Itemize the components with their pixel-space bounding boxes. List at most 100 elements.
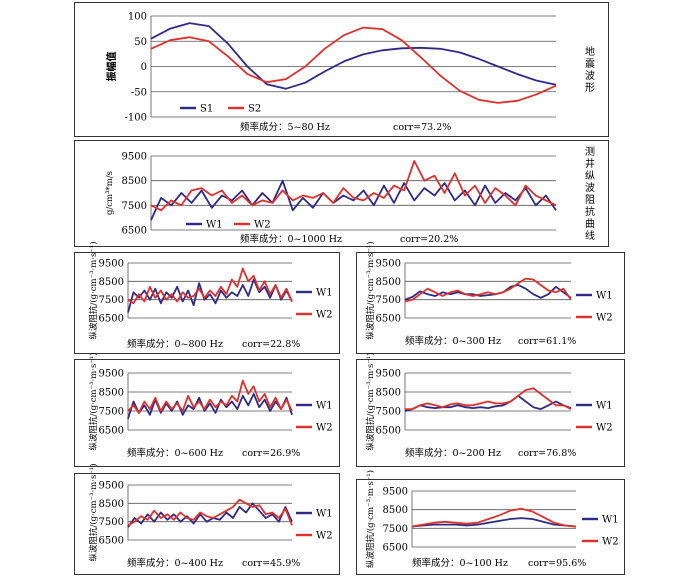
y-axis-label: g/cm³*m/s xyxy=(105,171,115,215)
caption-corr: corr=22.8% xyxy=(242,339,300,350)
caption-frequency: 频率成分：0~600 Hz xyxy=(127,447,223,459)
y-tick-label: -100 xyxy=(125,113,147,124)
y-axis-label: 纵波阻抗/(g·cm⁻³·m·s⁻¹) xyxy=(88,241,99,339)
series-line-w2 xyxy=(404,277,572,303)
y-tick-label: 6500 xyxy=(99,314,124,325)
caption-corr: corr=73.2% xyxy=(393,122,451,133)
series-line-w1 xyxy=(150,179,557,221)
y-axis-label: 纵波阻抗/(g·cm⁻³·m·s⁻¹) xyxy=(365,352,376,450)
y-tick-label: 50 xyxy=(134,37,147,48)
side-label: 地震波形 xyxy=(585,45,595,94)
y-tick-label: 7500 xyxy=(376,407,401,418)
caption-frequency: 频率成分：0~200 Hz xyxy=(405,447,501,459)
y-tick-label: 9500 xyxy=(376,369,401,380)
y-axis-label: 纵波阻抗/(g·cm⁻³·m·s⁻¹) xyxy=(365,241,376,339)
legend-label: W1 xyxy=(316,401,333,412)
series-line-w1 xyxy=(127,278,293,313)
legend-label: W1 xyxy=(206,220,223,231)
y-tick-label: 9500 xyxy=(99,481,124,492)
y-tick-label: 8500 xyxy=(99,499,124,510)
y-tick-label: 7500 xyxy=(99,517,124,528)
panel-log-full: 9500 8500 7500 6500 g/cm³*m/s 测井纵波阻抗曲线 W1 W2 频率成… xyxy=(74,140,609,247)
panel-log-100: 9500 8500 7500 6500 纵波阻抗/(g·cm⁻³·m·s⁻¹) W1 W2 频… xyxy=(356,470,625,575)
y-tick-label: 100 xyxy=(128,12,147,23)
caption-corr: corr=20.2% xyxy=(400,234,458,245)
legend-label: W1 xyxy=(596,291,613,302)
series-line-s2 xyxy=(150,26,557,104)
series-line-w2 xyxy=(150,159,557,212)
panel-frame xyxy=(74,473,340,575)
series-line-w1 xyxy=(411,517,577,528)
panel-seismic: 100 50 0 -50 -100 振幅值 地震波形 S1 S2 频率成分：5~80 Hz corr… xyxy=(74,2,609,137)
legend-label: W2 xyxy=(596,423,613,434)
caption-corr: corr=45.9% xyxy=(242,558,300,569)
y-tick-label: -50 xyxy=(131,87,147,98)
legend-label: W2 xyxy=(316,310,333,321)
series-line-w1 xyxy=(127,392,293,419)
caption-corr: corr=95.6% xyxy=(528,558,586,569)
series-line-w2 xyxy=(411,507,577,528)
series-line-w2 xyxy=(127,267,293,305)
legend-label: S1 xyxy=(200,104,213,115)
caption-frequency: 频率成分：0~300 Hz xyxy=(405,335,501,347)
y-tick-label: 6500 xyxy=(383,543,408,554)
series-line-w1 xyxy=(404,284,572,301)
y-tick-label: 8500 xyxy=(99,388,124,399)
y-tick-label: 7500 xyxy=(99,407,124,418)
y-tick-label: 6500 xyxy=(99,536,124,547)
y-tick-label: 9500 xyxy=(99,259,124,270)
series-line-w2 xyxy=(127,379,293,414)
series-line-s1 xyxy=(150,22,557,90)
y-tick-label: 9500 xyxy=(376,259,401,270)
y-tick-label: 8500 xyxy=(376,277,401,288)
caption-frequency: 频率成分：0~400 Hz xyxy=(127,557,223,569)
caption-frequency: 频率成分：5~80 Hz xyxy=(240,121,330,133)
y-tick-label: 8500 xyxy=(122,176,147,187)
panel-frame xyxy=(74,252,340,354)
panel-frame xyxy=(356,479,625,575)
panel-frame xyxy=(356,252,625,354)
y-axis-label: 纵波阻抗/(g·cm⁻³·m·s⁻¹) xyxy=(88,463,99,561)
y-tick-label: 7500 xyxy=(376,295,401,306)
y-tick-label: 7500 xyxy=(122,201,147,212)
legend-label: W2 xyxy=(316,531,333,542)
y-tick-label: 8500 xyxy=(376,388,401,399)
y-tick-label: 7500 xyxy=(99,295,124,306)
legend-label: W1 xyxy=(316,288,333,299)
panel-frame xyxy=(74,359,340,467)
caption-frequency: 频率成分：0~800 Hz xyxy=(127,338,223,350)
panel-frame xyxy=(74,2,609,137)
y-tick-label: 7500 xyxy=(383,524,408,535)
y-tick-label: 6500 xyxy=(376,314,401,325)
panel-frame xyxy=(356,359,625,467)
legend-label: W1 xyxy=(316,509,333,520)
legend-label: W2 xyxy=(316,423,333,434)
y-axis-label: 纵波阻抗/(g·cm⁻³·m·s⁻¹) xyxy=(365,470,376,568)
series-line-w1 xyxy=(127,502,293,528)
legend-label: W1 xyxy=(602,515,619,526)
y-axis-label: 振幅值 xyxy=(105,52,118,82)
caption-corr: corr=26.9% xyxy=(242,448,300,459)
legend-label: W2 xyxy=(254,220,271,231)
y-tick-label: 9500 xyxy=(383,487,408,498)
legend-label: S2 xyxy=(248,104,261,115)
y-tick-label: 9500 xyxy=(99,369,124,380)
legend-label: W2 xyxy=(596,313,613,324)
y-tick-label: 6500 xyxy=(376,426,401,437)
y-tick-label: 0 xyxy=(141,62,147,73)
caption-corr: corr=61.1% xyxy=(518,336,576,347)
y-tick-label: 8500 xyxy=(383,505,408,516)
y-tick-label: 8500 xyxy=(99,277,124,288)
caption-frequency: 频率成分：0~100 Hz xyxy=(412,557,508,569)
series-line-w2 xyxy=(405,387,572,411)
y-tick-label: 9500 xyxy=(122,152,147,163)
series-line-w1 xyxy=(404,394,572,412)
side-label: 测井纵波阻抗曲线 xyxy=(585,145,595,242)
panel-frame xyxy=(74,140,609,247)
